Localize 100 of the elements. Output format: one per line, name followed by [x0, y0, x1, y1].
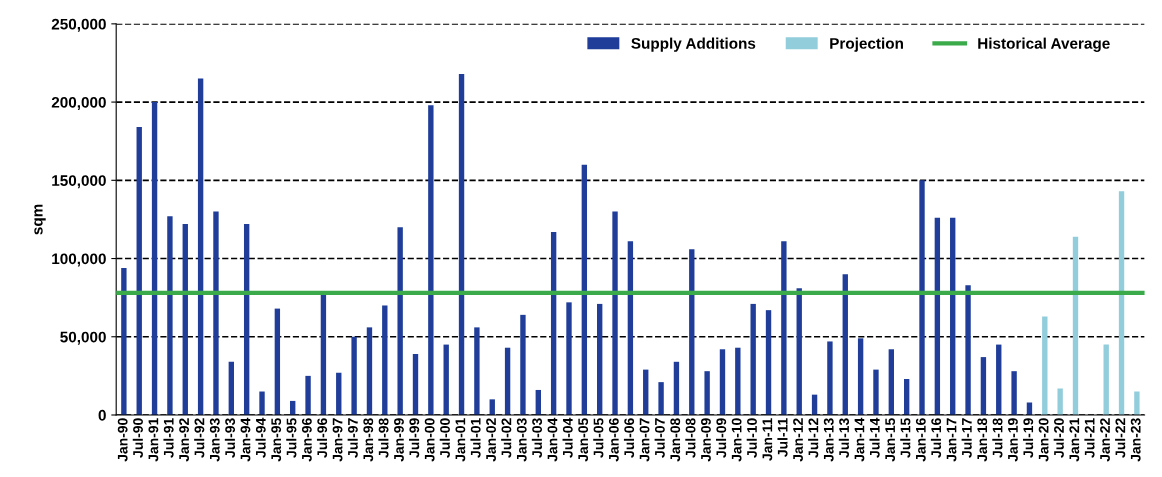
- x-tick-label: Jan-17: [946, 418, 957, 462]
- bar: [857, 338, 864, 415]
- x-tick-label: Jul-95: [286, 418, 297, 458]
- bar: [274, 308, 281, 415]
- x-tick-label: Jan-92: [179, 418, 189, 462]
- bar: [504, 347, 511, 415]
- y-tick-label: 0: [98, 409, 106, 421]
- x-tick-label: Jul-92: [194, 418, 205, 458]
- bar: [182, 224, 188, 415]
- bar: [1011, 371, 1017, 415]
- bar: [382, 305, 388, 415]
- bar: [397, 227, 403, 415]
- x-tick-label: Jan-01: [455, 418, 466, 462]
- bar: [412, 353, 419, 415]
- bar: [765, 310, 772, 415]
- bar: [704, 371, 710, 415]
- x-tick-label: Jan-11: [762, 418, 773, 461]
- bar: [1118, 191, 1125, 415]
- bar: [689, 249, 695, 415]
- x-tick-label: Jan-12: [793, 418, 803, 462]
- bar: [658, 382, 664, 415]
- bar: [520, 314, 526, 415]
- x-tick-label: Jul-16: [930, 418, 942, 458]
- x-tick-label: Jul-02: [501, 418, 512, 458]
- bar: [643, 369, 649, 415]
- bar: [1057, 388, 1063, 415]
- bar: [673, 361, 680, 415]
- bar: [996, 344, 1002, 415]
- x-tick-label: Jan-22: [1100, 418, 1110, 462]
- x-tick-label: Jul-96: [316, 418, 328, 458]
- bar: [443, 344, 449, 415]
- x-tick-label: Jan-99: [394, 418, 404, 462]
- bar: [980, 357, 987, 415]
- x-tick-label: Jan-03: [516, 418, 527, 462]
- bar: [428, 105, 434, 415]
- x-tick-label: Jul-12: [808, 418, 819, 458]
- x-tick-label: Jul-20: [1053, 418, 1064, 458]
- x-tick-label: Jan-18: [977, 418, 988, 462]
- x-tick-label: Jan-98: [363, 418, 374, 462]
- bar: [197, 78, 204, 415]
- bar: [566, 302, 572, 415]
- bar: [259, 391, 265, 415]
- bar: [1026, 402, 1033, 415]
- x-tick-label: Jul-15: [900, 418, 911, 458]
- bar: [136, 127, 142, 415]
- x-tick-label: Jul-11: [777, 418, 788, 457]
- bar: [950, 217, 956, 415]
- x-tick-label: Jul-94: [255, 417, 266, 458]
- bar: [781, 241, 787, 415]
- x-tick-label: Jul-06: [623, 418, 635, 458]
- bar: [919, 180, 925, 415]
- x-tick-label: Jan-97: [332, 418, 343, 462]
- bar: [1072, 236, 1079, 415]
- x-tick-label: Jan-04: [547, 417, 558, 462]
- bar: [243, 224, 250, 415]
- bar: [903, 379, 910, 415]
- x-tick-label: Jul-03: [531, 418, 543, 458]
- bar: [612, 211, 618, 415]
- x-tick-label: Jan-16: [915, 418, 926, 462]
- x-tick-label: Jul-13: [838, 418, 850, 458]
- bar: [167, 216, 173, 415]
- bar: [1042, 316, 1048, 415]
- y-axis-title: sqm: [34, 204, 46, 235]
- bar: [842, 274, 848, 415]
- x-tick-label: Jan-15: [885, 418, 896, 462]
- x-tick-label: Jul-08: [685, 418, 696, 458]
- x-tick-label: Jul-10: [746, 418, 757, 458]
- bar: [719, 349, 726, 415]
- bar: [735, 347, 741, 415]
- bar: [121, 267, 127, 415]
- x-tick-label: Jan-07: [639, 418, 650, 462]
- x-tick-label: Jan-00: [424, 418, 435, 462]
- bar: [535, 389, 541, 415]
- bar: [305, 375, 311, 415]
- bar: [151, 102, 158, 415]
- x-tick-label: Jul-18: [992, 418, 1003, 458]
- bar: [934, 217, 941, 415]
- x-tick-label: Jan-96: [301, 418, 312, 462]
- bar: [336, 372, 342, 415]
- y-tick-label: 200,000: [51, 96, 106, 110]
- x-tick-label: Jul-22: [1115, 418, 1126, 458]
- x-tick-label: Jan-95: [271, 418, 282, 462]
- x-tick-label: Jul-04: [562, 417, 573, 458]
- bar: [627, 241, 634, 415]
- legend-label: Historical Average: [978, 37, 1110, 52]
- bar: [796, 288, 802, 415]
- bar: [1103, 344, 1109, 415]
- x-tick-label: Jan-06: [608, 418, 619, 462]
- x-tick-label: Jan-05: [578, 418, 589, 462]
- bar: [228, 361, 234, 415]
- x-tick-label: Jan-93: [209, 418, 220, 462]
- x-tick-label: Jan-23: [1130, 418, 1141, 462]
- bar: [597, 303, 603, 415]
- x-tick-label: Jan-91: [148, 418, 159, 462]
- x-tick-label: Jan-14: [854, 417, 865, 462]
- bar: [965, 285, 971, 415]
- x-tick-label: Jul-93: [224, 418, 236, 458]
- bar: [1134, 391, 1140, 415]
- x-tick-label: Jan-08: [670, 418, 681, 462]
- bar: [827, 341, 833, 415]
